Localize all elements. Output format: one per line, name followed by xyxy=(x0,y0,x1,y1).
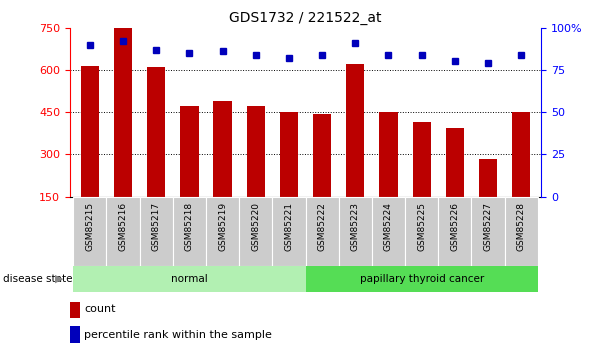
Bar xyxy=(313,114,331,197)
Text: GSM85223: GSM85223 xyxy=(351,202,360,251)
Title: GDS1732 / 221522_at: GDS1732 / 221522_at xyxy=(229,11,382,25)
Bar xyxy=(339,197,372,266)
Bar xyxy=(413,122,431,197)
Bar xyxy=(73,266,305,292)
Bar xyxy=(239,197,272,266)
Bar xyxy=(379,112,398,197)
Bar xyxy=(372,197,405,266)
Bar xyxy=(106,197,140,266)
Bar xyxy=(147,67,165,197)
Bar xyxy=(512,112,530,197)
Bar xyxy=(114,28,132,197)
Bar xyxy=(305,197,339,266)
Text: GSM85227: GSM85227 xyxy=(483,202,492,251)
Bar xyxy=(305,266,538,292)
Text: ▶: ▶ xyxy=(55,274,64,284)
Bar xyxy=(206,197,239,266)
Text: GSM85216: GSM85216 xyxy=(119,202,128,251)
Text: normal: normal xyxy=(171,274,208,284)
Bar xyxy=(140,197,173,266)
Text: count: count xyxy=(84,305,116,314)
Text: GSM85215: GSM85215 xyxy=(85,202,94,251)
Bar xyxy=(173,197,206,266)
Bar xyxy=(280,112,298,197)
Bar xyxy=(73,197,106,266)
Bar xyxy=(247,107,265,197)
Bar xyxy=(479,159,497,197)
Bar xyxy=(180,107,198,197)
Bar xyxy=(438,197,471,266)
Bar xyxy=(346,64,364,197)
Bar xyxy=(505,197,538,266)
Bar xyxy=(405,197,438,266)
Bar xyxy=(213,101,232,197)
Text: GSM85224: GSM85224 xyxy=(384,202,393,251)
Text: GSM85221: GSM85221 xyxy=(285,202,294,251)
Text: GSM85226: GSM85226 xyxy=(451,202,459,251)
Bar xyxy=(272,197,305,266)
Text: GSM85219: GSM85219 xyxy=(218,202,227,251)
Text: GSM85222: GSM85222 xyxy=(317,202,326,251)
Bar xyxy=(471,197,505,266)
Text: GSM85220: GSM85220 xyxy=(251,202,260,251)
Bar xyxy=(446,128,464,197)
Text: GSM85225: GSM85225 xyxy=(417,202,426,251)
Text: GSM85217: GSM85217 xyxy=(152,202,161,251)
Text: GSM85228: GSM85228 xyxy=(517,202,526,251)
Text: GSM85218: GSM85218 xyxy=(185,202,194,251)
Text: papillary thyroid cancer: papillary thyroid cancer xyxy=(359,274,484,284)
Bar xyxy=(81,66,99,197)
Text: disease state: disease state xyxy=(3,274,72,284)
Bar xyxy=(70,302,80,318)
Text: percentile rank within the sample: percentile rank within the sample xyxy=(84,331,272,340)
Bar xyxy=(70,326,80,343)
